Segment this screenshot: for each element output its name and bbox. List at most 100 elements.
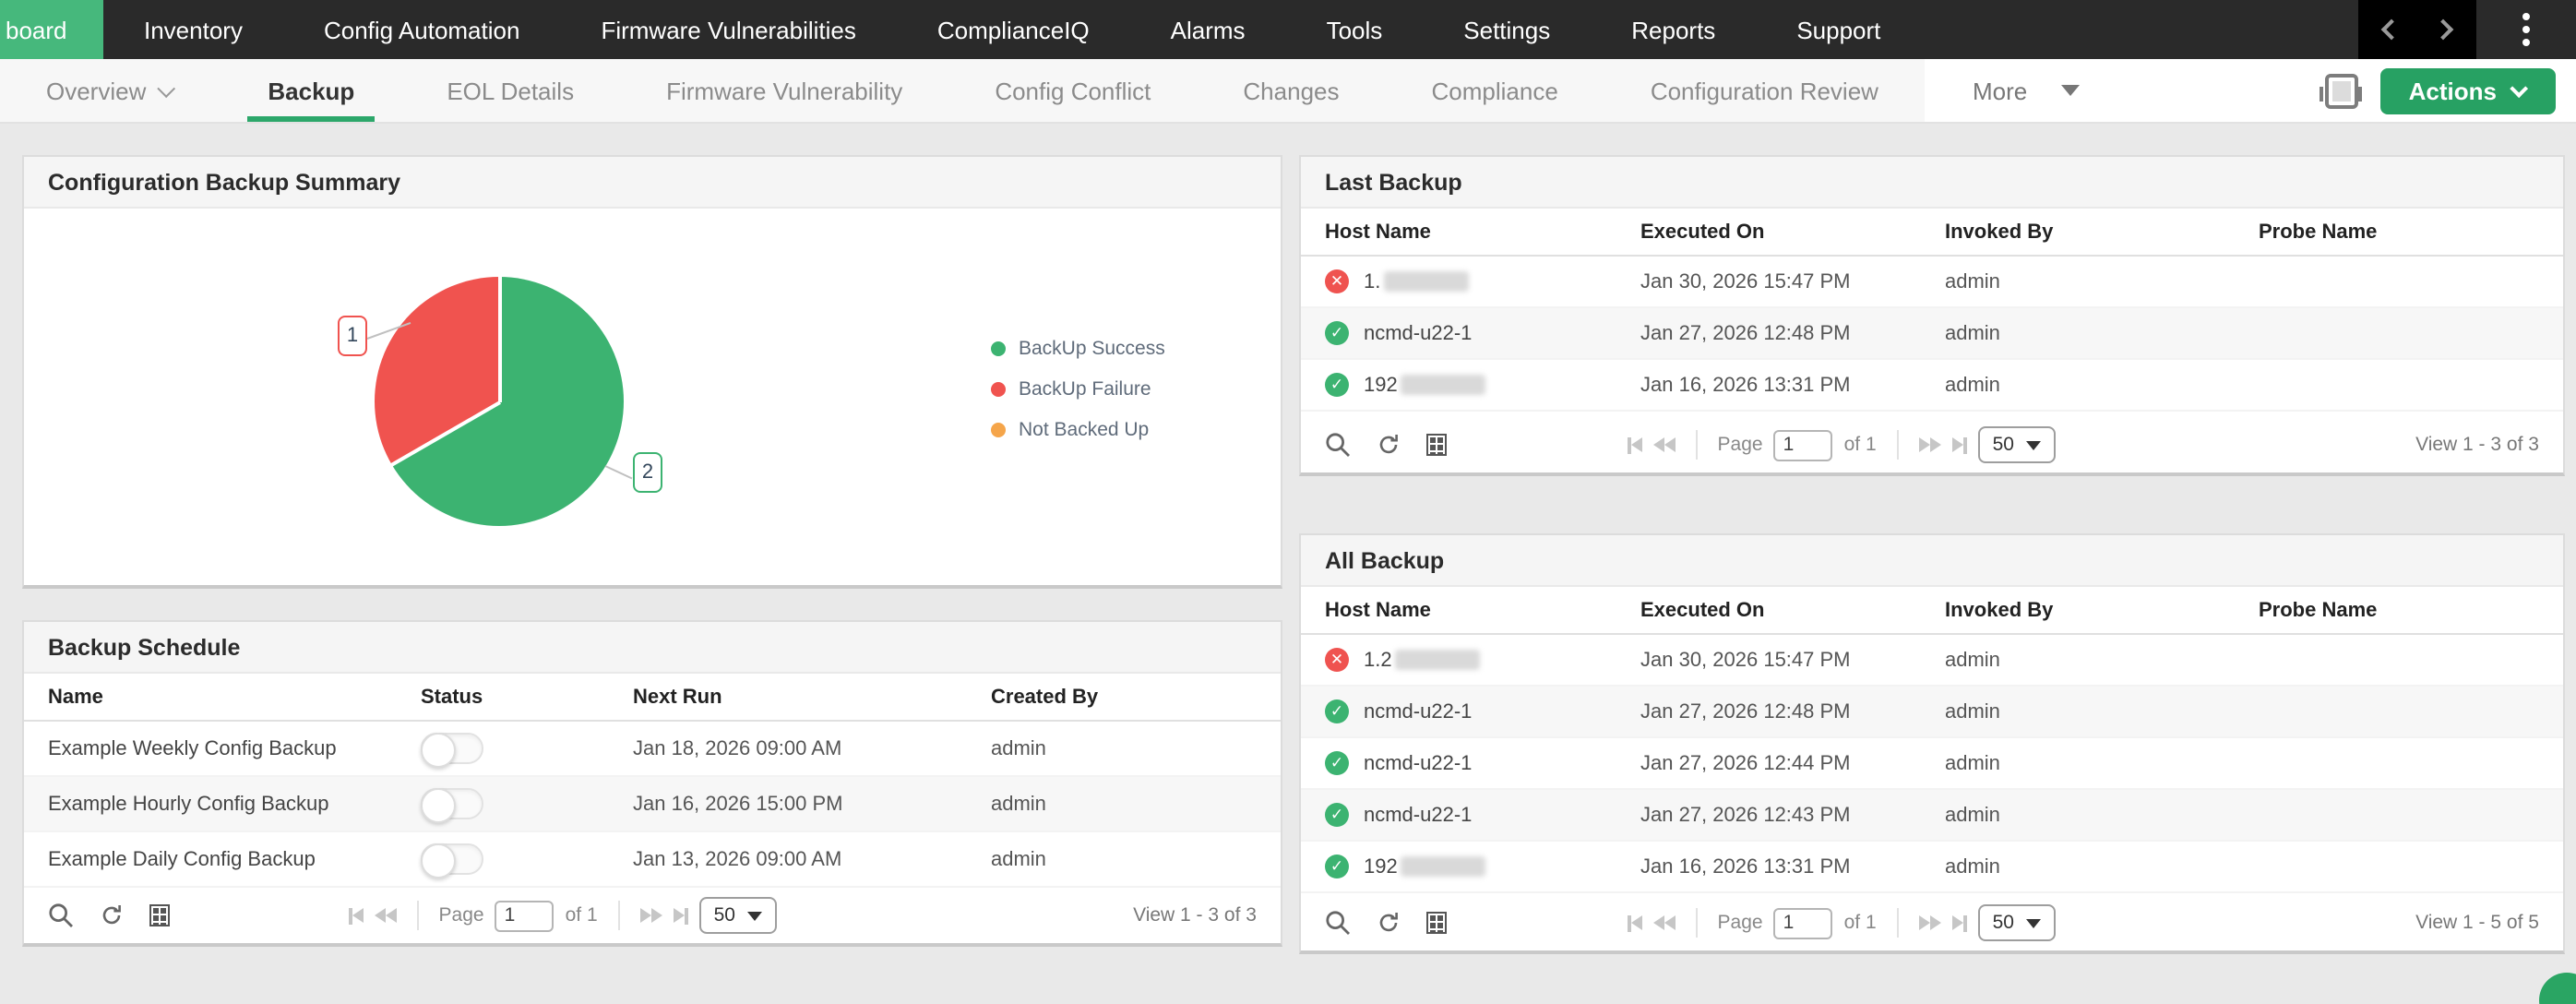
- status-toggle[interactable]: [421, 843, 483, 878]
- table-row[interactable]: ✓ ncmd-u22-1 Jan 27, 2026 12:48 PM admin: [1301, 308, 2563, 360]
- nav-item-complianceiq[interactable]: ComplianceIQ: [936, 16, 1090, 43]
- first-page-button[interactable]: [1627, 914, 1642, 931]
- divider: [416, 901, 419, 930]
- legend-item[interactable]: Not Backed Up: [991, 419, 1165, 441]
- tab-configuration-review[interactable]: Configuration Review: [1650, 77, 1878, 104]
- refresh-icon[interactable]: [1377, 910, 1401, 936]
- refresh-icon[interactable]: [1377, 432, 1401, 458]
- grid-view-icon[interactable]: [1426, 434, 1447, 456]
- executed-on-cell: Jan 27, 2026 12:48 PM: [1640, 700, 1851, 723]
- nav-item-firmware-vulnerabilities[interactable]: Firmware Vulnerabilities: [601, 16, 856, 43]
- table-row[interactable]: ✓ ncmd-u22-1 Jan 27, 2026 12:44 PM admin: [1301, 738, 2563, 790]
- table-row[interactable]: ✓ 192 Jan 16, 2026 13:31 PM admin: [1301, 842, 2563, 893]
- table-body: ✕ 1. Jan 30, 2026 15:47 PM admin ✓ ncmd-…: [1301, 257, 2563, 412]
- nav-item-reports[interactable]: Reports: [1631, 16, 1716, 43]
- first-page-button[interactable]: [348, 907, 364, 924]
- status-toggle[interactable]: [421, 733, 483, 768]
- legend-item[interactable]: BackUp Success: [991, 338, 1165, 360]
- page-size-select[interactable]: 50: [1977, 426, 2055, 463]
- host-name-cell[interactable]: ✓ ncmd-u22-1: [1301, 321, 1640, 345]
- search-icon[interactable]: [1325, 910, 1351, 936]
- invoked-by-cell: admin: [1945, 270, 2000, 293]
- chevron-left-icon[interactable]: [2380, 18, 2403, 41]
- next-page-button[interactable]: [639, 908, 662, 923]
- backup-summary-pie-chart[interactable]: [375, 277, 624, 526]
- search-icon[interactable]: [48, 902, 74, 928]
- page-size-select[interactable]: 50: [698, 897, 776, 934]
- pie-slice-divider: [389, 400, 500, 467]
- tab-config-conflict[interactable]: Config Conflict: [995, 77, 1151, 104]
- previous-page-button[interactable]: [1652, 915, 1676, 930]
- last-page-button[interactable]: [1951, 914, 1967, 931]
- nav-item-config-automation[interactable]: Config Automation: [323, 16, 520, 43]
- toolbar-right: Actions: [2320, 67, 2576, 114]
- page-of-label: of 1: [1843, 434, 1877, 456]
- chevron-down-icon: [2510, 78, 2529, 98]
- pie-callout-failure[interactable]: 1: [338, 316, 367, 356]
- layout-widget-icon[interactable]: [2320, 73, 2359, 108]
- status-toggle[interactable]: [421, 788, 483, 823]
- all-backup-pager: Page of 1 50 View 1 - 5 of 5: [1301, 895, 2563, 950]
- column-header-host-name: Host Name: [1325, 599, 1431, 621]
- page-number-input[interactable]: [1773, 429, 1833, 460]
- next-page-button[interactable]: [1918, 915, 1941, 930]
- table-row[interactable]: ✓ ncmd-u22-1 Jan 27, 2026 12:43 PM admin: [1301, 790, 2563, 842]
- host-name-cell[interactable]: ✓ ncmd-u22-1: [1301, 751, 1640, 775]
- grid-view-icon[interactable]: [1426, 912, 1447, 934]
- table-row[interactable]: ✕ 1. Jan 30, 2026 15:47 PM admin: [1301, 257, 2563, 308]
- dashboard-content: Configuration Backup Summary 1 2 BackUp …: [0, 124, 2576, 1004]
- caret-down-icon: [2025, 918, 2040, 927]
- page-number-input[interactable]: [495, 900, 555, 931]
- next-page-button[interactable]: [1918, 437, 1941, 452]
- tab-bar-right: More Actions: [1924, 59, 2576, 122]
- page-size-select[interactable]: 50: [1977, 904, 2055, 941]
- nav-item-support[interactable]: Support: [1796, 16, 1881, 43]
- table-row[interactable]: ✕ 1.2 Jan 30, 2026 15:47 PM admin: [1301, 635, 2563, 687]
- last-page-button[interactable]: [1951, 436, 1967, 453]
- chevron-right-icon[interactable]: [2432, 18, 2454, 41]
- tab-more[interactable]: More: [1965, 77, 2086, 104]
- nav-item-settings[interactable]: Settings: [1463, 16, 1551, 43]
- host-name-cell[interactable]: ✕ 1.2: [1301, 648, 1640, 672]
- table-row[interactable]: Example Weekly Config Backup Jan 18, 202…: [24, 722, 1281, 777]
- table-row[interactable]: ✓ ncmd-u22-1 Jan 27, 2026 12:48 PM admin: [1301, 687, 2563, 738]
- schedule-name-cell: Example Daily Config Backup: [48, 848, 316, 870]
- refresh-icon[interactable]: [100, 902, 124, 928]
- page-number-input[interactable]: [1773, 907, 1833, 938]
- first-page-button[interactable]: [1627, 436, 1642, 453]
- nav-item-inventory[interactable]: Inventory: [144, 16, 243, 43]
- overflow-menu-icon[interactable]: [2476, 0, 2576, 59]
- tab-eol-details[interactable]: EOL Details: [447, 77, 575, 104]
- nav-item-dashboard-active[interactable]: board: [0, 0, 103, 59]
- legend-item[interactable]: BackUp Failure: [991, 378, 1165, 400]
- actions-button[interactable]: Actions: [2380, 67, 2556, 114]
- nav-item-alarms[interactable]: Alarms: [1170, 16, 1246, 43]
- previous-page-button[interactable]: [374, 908, 397, 923]
- executed-on-cell: Jan 27, 2026 12:48 PM: [1640, 322, 1851, 344]
- table-row[interactable]: Example Daily Config Backup Jan 13, 2026…: [24, 832, 1281, 888]
- view-range-label: View 1 - 3 of 3: [1133, 904, 1257, 926]
- backup-status-icon: ✓: [1325, 321, 1349, 345]
- table-row[interactable]: Example Hourly Config Backup Jan 16, 202…: [24, 777, 1281, 832]
- help-fab-button[interactable]: [2539, 973, 2576, 1004]
- grid-view-icon[interactable]: [149, 904, 170, 926]
- search-icon[interactable]: [1325, 432, 1351, 458]
- previous-page-button[interactable]: [1652, 437, 1676, 452]
- tab-compliance[interactable]: Compliance: [1431, 77, 1558, 104]
- host-name-cell[interactable]: ✕ 1.: [1301, 269, 1640, 293]
- pie-callout-success[interactable]: 2: [633, 452, 662, 493]
- nav-item-tools[interactable]: Tools: [1326, 16, 1383, 43]
- tab-backup[interactable]: Backup: [221, 59, 400, 122]
- host-name-cell[interactable]: ✓ 192: [1301, 855, 1640, 878]
- host-name-cell[interactable]: ✓ ncmd-u22-1: [1301, 803, 1640, 827]
- next-run-cell: Jan 18, 2026 09:00 AM: [633, 737, 842, 759]
- host-name-cell[interactable]: ✓ ncmd-u22-1: [1301, 699, 1640, 723]
- host-name-cell[interactable]: ✓ 192: [1301, 373, 1640, 397]
- last-page-button[interactable]: [673, 907, 688, 924]
- tab-firmware-vulnerability[interactable]: Firmware Vulnerability: [666, 77, 903, 104]
- tab-overview[interactable]: Overview: [0, 59, 221, 122]
- tab-changes[interactable]: Changes: [1243, 77, 1340, 104]
- table-row[interactable]: ✓ 192 Jan 16, 2026 13:31 PM admin: [1301, 360, 2563, 412]
- panel-title: Last Backup: [1301, 157, 2563, 209]
